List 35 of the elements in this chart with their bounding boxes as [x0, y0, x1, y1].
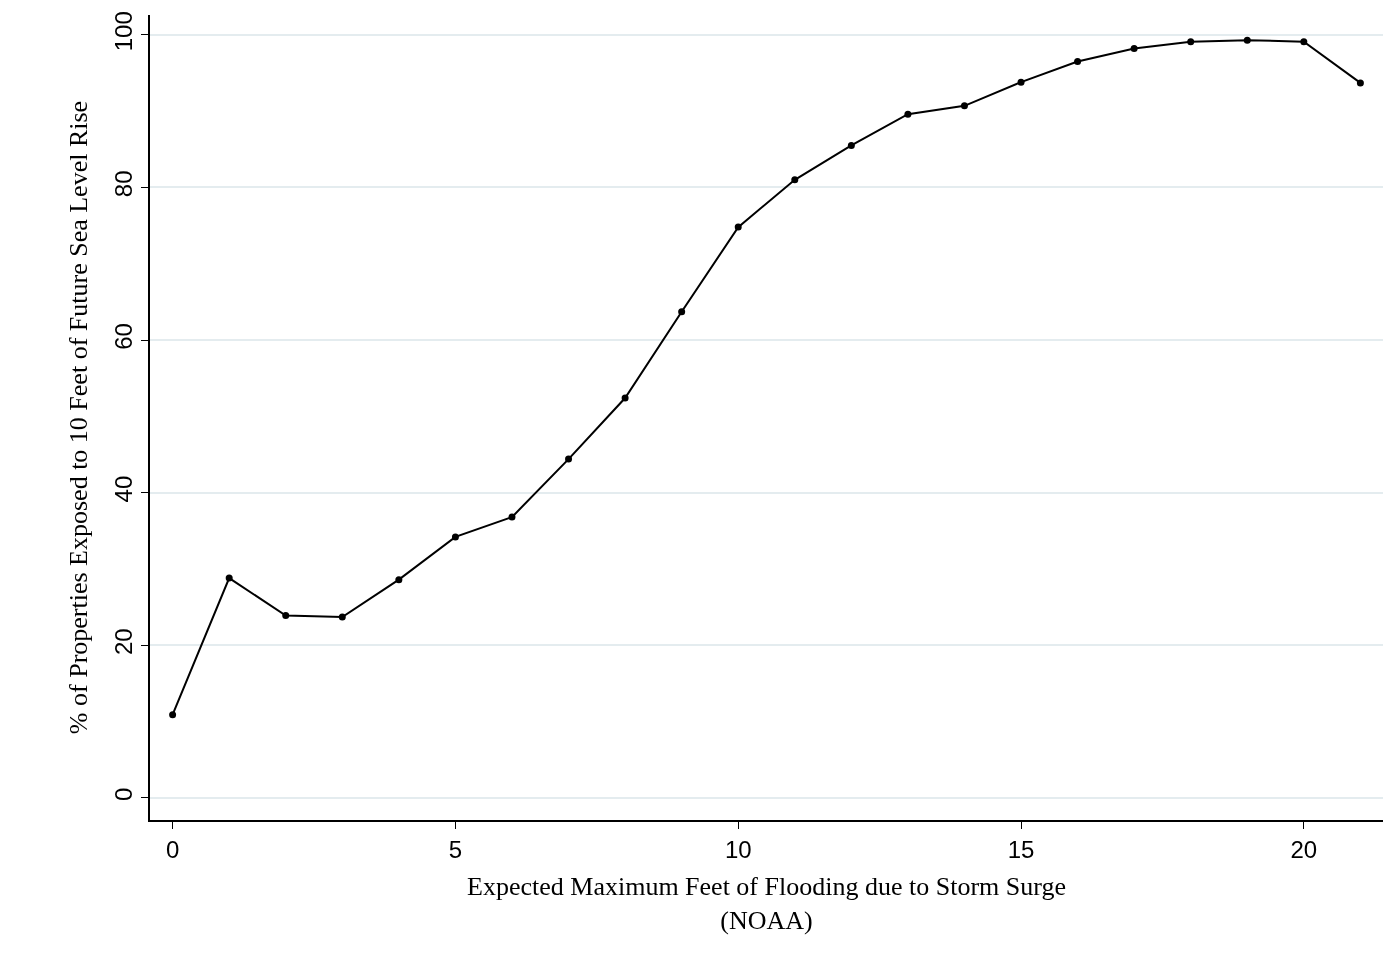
point — [734, 223, 742, 231]
x-tick-label: 0 — [165, 835, 180, 863]
point — [847, 141, 855, 149]
point — [904, 110, 912, 118]
point — [508, 513, 516, 521]
point — [395, 576, 403, 584]
point — [1243, 36, 1251, 44]
y-tick-label: 100 — [109, 11, 137, 52]
y-axis-title: % of Properties Exposed to 10 Feet of Future Sea Level Rise — [63, 100, 93, 735]
point — [338, 613, 346, 621]
point — [565, 455, 573, 463]
point — [621, 394, 629, 402]
y-tick-label: 40 — [109, 475, 137, 503]
x-tick-label: 15 — [1007, 835, 1035, 863]
point — [791, 176, 799, 184]
y-tick-label: 80 — [109, 170, 137, 198]
point — [225, 574, 233, 582]
point — [169, 711, 177, 719]
point — [1074, 58, 1082, 66]
point — [1356, 79, 1364, 87]
point — [282, 612, 290, 620]
point — [1187, 38, 1195, 46]
x-tick-label: 20 — [1290, 835, 1318, 863]
x-tick-label: 5 — [448, 835, 463, 863]
point — [1300, 38, 1308, 46]
point — [960, 102, 968, 110]
point — [1017, 78, 1025, 86]
y-tick-label: 60 — [109, 323, 137, 350]
y-tick-label: 20 — [109, 628, 137, 656]
x-axis-title: Expected Maximum Feet of Flooding due to Storm Surge (NOAA) — [467, 871, 1066, 935]
y-tick-label: 0 — [109, 787, 137, 801]
x-tick-label: 10 — [724, 835, 752, 863]
point — [678, 308, 686, 316]
point — [1130, 45, 1138, 53]
point — [451, 533, 459, 541]
